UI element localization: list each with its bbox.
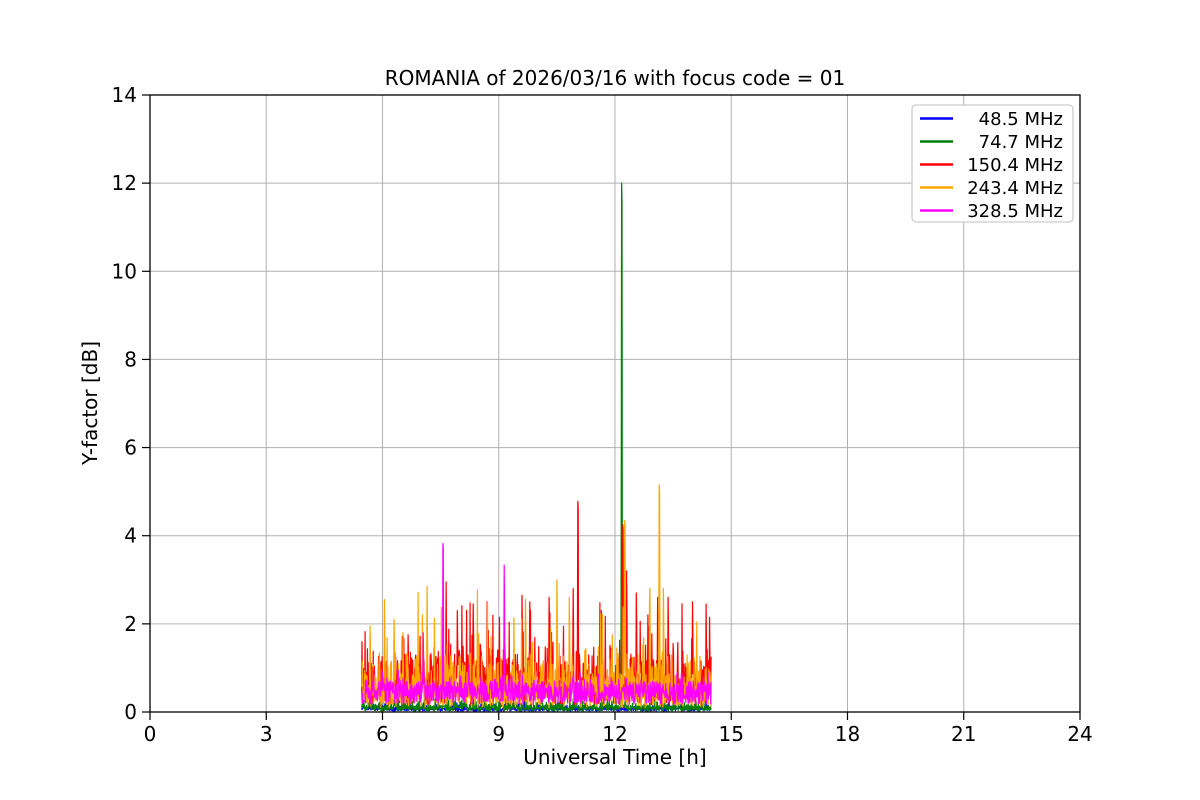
x-tick-label: 9 [492,722,505,746]
legend-entry: 150.4 MHz [920,155,1063,176]
y-tick-label: 6 [124,436,137,460]
y-tick-label: 12 [112,171,137,195]
legend-label: 48.5 MHz [979,109,1063,130]
legend-box [911,104,1074,223]
y-tick-label: 0 [124,700,137,724]
x-axis-label: Universal Time [h] [523,745,706,769]
y-tick-label: 14 [112,83,137,107]
legend-label: 74.7 MHz [979,132,1063,153]
series-layer [361,182,712,712]
x-tick-label: 18 [835,722,860,746]
series-line-74-7-mhz [361,182,712,712]
x-tick-label: 24 [1067,722,1092,746]
x-tick-label: 21 [951,722,976,746]
x-tick-label: 0 [144,722,157,746]
legend-entry: 48.5 MHz [920,109,1063,130]
legend-label: 150.4 MHz [967,155,1063,176]
y-tick-label: 8 [124,347,137,371]
legend-entry: 74.7 MHz [920,132,1063,153]
legend-label: 328.5 MHz [967,201,1063,222]
series-line-328-5-mhz [361,543,712,705]
legend-label: 243.4 MHz [967,178,1063,199]
x-tick-label: 3 [260,722,273,746]
y-axis-label: Y-factor [dB] [78,341,102,466]
x-tick-label: 6 [376,722,389,746]
y-tick-label: 2 [124,612,137,636]
legend-entry: 328.5 MHz [920,201,1063,222]
chart-title: ROMANIA of 2026/03/16 with focus code = … [385,66,845,90]
x-tick-label: 12 [602,722,627,746]
legend-entry: 243.4 MHz [920,178,1063,199]
y-tick-label: 10 [112,259,137,283]
y-tick-label: 4 [124,524,137,548]
x-tick-label: 15 [719,722,744,746]
